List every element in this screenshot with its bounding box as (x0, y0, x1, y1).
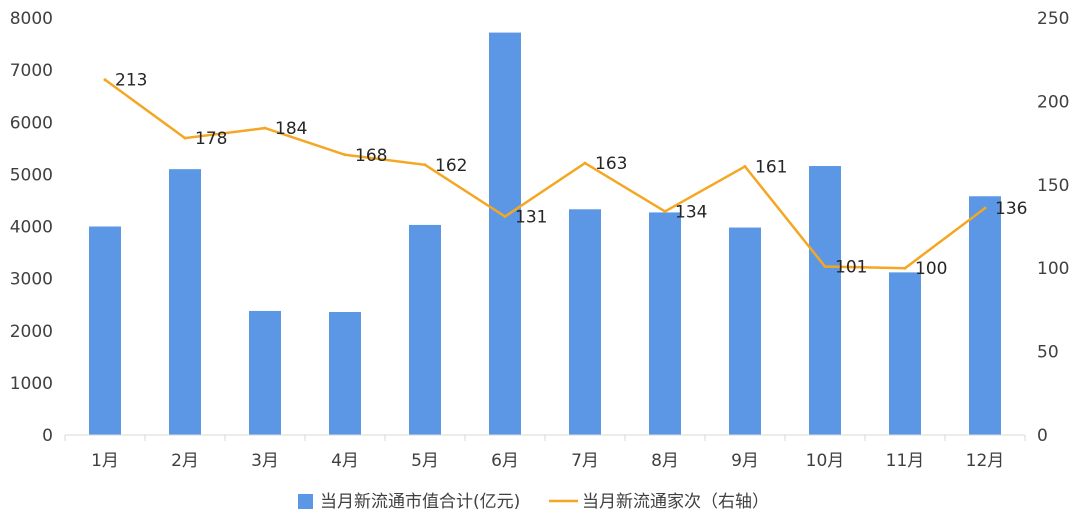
x-tick-label: 5月 (411, 451, 439, 471)
x-tick-label: 3月 (251, 451, 279, 471)
line-data-label: 161 (755, 157, 787, 177)
y-left-tick-label: 4000 (10, 218, 53, 238)
y-right-tick-label: 100 (1037, 259, 1069, 279)
y-left-axis: 0 1000 2000 3000 4000 5000 6000 7000 8000 (10, 9, 53, 446)
line-point-12 (983, 206, 987, 210)
bar-10 (809, 166, 841, 435)
line-data-label: 136 (995, 199, 1027, 219)
line-data-label: 184 (275, 119, 307, 139)
x-tick-label: 12月 (966, 451, 1005, 471)
line-data-label: 101 (835, 258, 867, 278)
x-axis: 1月 2月 3月 4月 5月 6月 7月 8月 9月 10月 11月 12月 (64, 434, 1026, 471)
legend: 当月新流通市值合计(亿元) 当月新流通家次（右轴） (298, 492, 769, 512)
y-right-tick-label: 200 (1037, 92, 1069, 112)
bar-8 (649, 212, 681, 435)
line-point-5 (423, 163, 427, 167)
data-labels-layer: 213 178 184 168 162 131 163 134 161 101 100 136 (115, 71, 1027, 279)
line-point-1 (103, 78, 107, 82)
bar-9 (729, 227, 761, 435)
x-tick-label: 6月 (491, 451, 519, 471)
line-point-6 (503, 214, 507, 218)
x-tick-label: 10月 (806, 451, 845, 471)
y-left-tick-label: 1000 (10, 374, 53, 394)
x-tick-label: 1月 (91, 451, 119, 471)
bar-2 (169, 169, 201, 435)
line-point-9 (743, 164, 747, 168)
bar-3 (249, 310, 281, 435)
legend-bar-label: 当月新流通市值合计(亿元) (320, 492, 520, 512)
line-data-label: 134 (675, 202, 707, 222)
line-data-label: 131 (515, 207, 547, 227)
y-right-tick-label: 0 (1037, 426, 1048, 446)
line-point-8 (663, 209, 667, 213)
line-data-label: 178 (195, 129, 227, 149)
line-data-label: 213 (115, 71, 147, 91)
line-data-label: 162 (435, 156, 467, 176)
line-data-label: 163 (595, 154, 627, 174)
line-point-10 (823, 265, 827, 269)
line-layer (103, 78, 987, 270)
bar-12 (969, 196, 1001, 435)
line-data-label: 100 (915, 259, 947, 279)
y-right-tick-label: 150 (1037, 176, 1069, 196)
y-right-tick-label: 250 (1037, 9, 1069, 29)
line-series-count (104, 78, 986, 270)
line-point-4 (343, 153, 347, 157)
bar-1 (89, 226, 121, 435)
x-tick-label: 7月 (571, 451, 599, 471)
legend-bar-swatch (298, 494, 313, 509)
y-right-axis: 0 50 100 150 200 250 (1037, 9, 1069, 446)
x-tick-label: 2月 (171, 451, 199, 471)
legend-line-label: 当月新流通家次（右轴） (582, 492, 769, 512)
bar-11 (889, 272, 921, 435)
y-left-tick-label: 0 (42, 426, 53, 446)
bar-6 (489, 32, 521, 435)
y-left-tick-label: 7000 (10, 61, 53, 81)
x-tick-label: 11月 (886, 451, 925, 471)
y-left-tick-label: 8000 (10, 9, 53, 29)
bar-7 (569, 209, 601, 435)
line-point-3 (263, 126, 267, 130)
x-tick-label: 9月 (731, 451, 759, 471)
line-data-label: 168 (355, 146, 387, 166)
y-left-tick-label: 6000 (10, 113, 53, 133)
line-point-2 (183, 136, 187, 140)
bar-4 (329, 311, 361, 435)
y-left-tick-label: 5000 (10, 165, 53, 185)
x-tick-label: 4月 (331, 451, 359, 471)
y-left-tick-label: 2000 (10, 322, 53, 342)
line-point-7 (583, 161, 587, 165)
y-left-tick-label: 3000 (10, 270, 53, 290)
line-point-11 (903, 266, 907, 270)
y-right-tick-label: 50 (1037, 343, 1059, 363)
bars-layer (89, 32, 1001, 435)
x-tick-label: 8月 (651, 451, 679, 471)
bar-5 (409, 224, 441, 435)
